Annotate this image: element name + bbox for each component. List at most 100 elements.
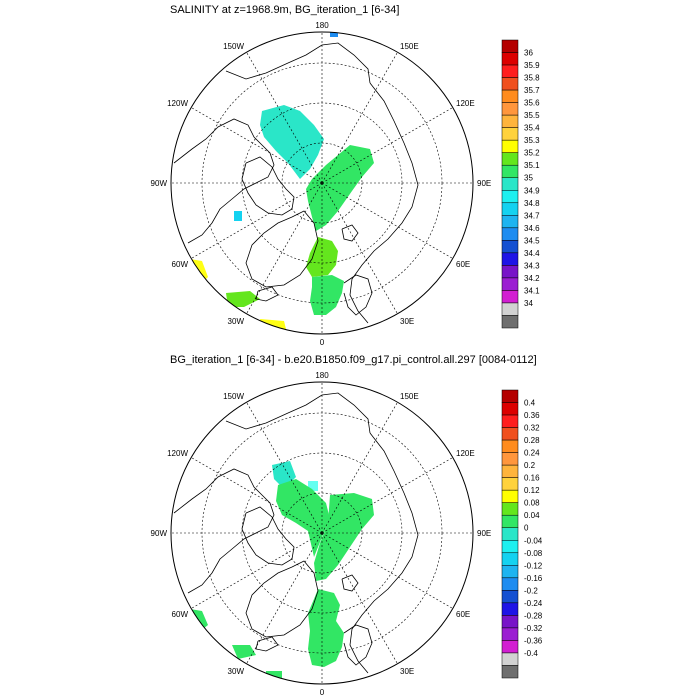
field-green-nordic-seas xyxy=(310,275,344,315)
colorbar-tick-label: -0.4 xyxy=(524,649,538,658)
colorbar-swatch xyxy=(501,427,519,441)
lon-label-60w: 60W xyxy=(172,260,189,269)
lon-label-150w: 150W xyxy=(223,42,244,51)
meridian-300 xyxy=(191,182,323,259)
lon-label-150e: 150E xyxy=(400,42,419,51)
colorbar-swatch xyxy=(501,389,519,403)
colorbar-swatch xyxy=(501,402,519,416)
colorbar-tick-label: -0.08 xyxy=(524,549,543,558)
colorbar-2: 0.4 0.36 0.32 0.28 0.24 0.2 0.16 0.12 0.08 0.04 0 -… xyxy=(501,389,543,679)
coastline-north-america xyxy=(173,118,275,244)
colorbar-tick-label: 0.24 xyxy=(524,449,540,458)
colorbar-tick-label: 34.8 xyxy=(524,199,540,208)
map-content xyxy=(171,32,473,334)
lon-label-150w: 150W xyxy=(223,392,244,401)
coastline-alaska-siberia xyxy=(225,392,371,434)
colorbar-swatch xyxy=(501,102,519,116)
colorbar-tick-label: 0.36 xyxy=(524,411,540,420)
colorbar-swatch xyxy=(501,640,519,654)
colorbar-tick-label: 34.6 xyxy=(524,224,540,233)
colorbar-tick-label: -0.16 xyxy=(524,574,543,583)
lon-label-60e: 60E xyxy=(456,610,470,619)
coastline-svalbard xyxy=(341,574,359,592)
colorbar-swatch xyxy=(501,215,519,229)
colorbar-swatch xyxy=(501,277,519,291)
lon-label-60w: 60W xyxy=(172,610,189,619)
field-cyan-canada-basin xyxy=(260,105,324,179)
colorbar-tick-label: 0.2 xyxy=(524,461,536,470)
colorbar-swatch xyxy=(501,665,519,679)
colorbar-tick-label: 35.4 xyxy=(524,124,540,133)
coastline-canadian-archipelago xyxy=(241,506,295,566)
colorbar-tick-label: -0.12 xyxy=(524,561,543,570)
colorbar-1: 36 35.9 35.8 35.7 35.6 35.5 35.4 35.3 35.2 35.1 35… xyxy=(501,39,540,329)
coastline-eurasia xyxy=(349,82,419,324)
colorbar-swatch xyxy=(501,464,519,478)
colorbar-tick-label: 35 xyxy=(524,174,533,183)
colorbar-swatch xyxy=(501,315,519,329)
colorbar-swatch xyxy=(501,477,519,491)
meridian-60 xyxy=(321,532,453,609)
meridian-330 xyxy=(246,532,323,664)
lon-label-120w: 120W xyxy=(167,99,188,108)
colorbar-tick-label: 34.2 xyxy=(524,274,540,283)
colorbar-swatch xyxy=(501,514,519,528)
colorbar-swatch xyxy=(501,152,519,166)
colorbar-tick-label: -0.36 xyxy=(524,636,543,645)
colorbar-tick-label: 35.6 xyxy=(524,99,540,108)
colorbar-tick-label: 0.08 xyxy=(524,499,540,508)
colorbar-tick-label: 34 xyxy=(524,299,533,308)
colorbar-swatch xyxy=(501,77,519,91)
colorbar-tick-label: 0.32 xyxy=(524,424,540,433)
colorbar-swatch xyxy=(501,439,519,453)
lon-label-0: 0 xyxy=(320,338,325,347)
colorbar-swatch xyxy=(501,527,519,541)
coastline-scandinavia xyxy=(343,274,373,316)
meridian-210 xyxy=(246,402,323,534)
colorbar-tick-label: 35.1 xyxy=(524,161,540,170)
colorbar-tick-label: 35.5 xyxy=(524,111,540,120)
colorbar-tick-label: 0.4 xyxy=(524,399,536,408)
field-green-amerasian-basin xyxy=(276,479,330,557)
colorbar-swatch xyxy=(501,290,519,304)
colorbar-swatch xyxy=(501,89,519,103)
coastline-iceland xyxy=(255,636,279,652)
colorbar-tick-label: 34.1 xyxy=(524,286,540,295)
colorbar-swatch xyxy=(501,590,519,604)
colorbar-swatch xyxy=(501,252,519,266)
meridian-150 xyxy=(321,52,398,184)
colorbar-swatch xyxy=(501,489,519,503)
colorbar-tick-label: -0.24 xyxy=(524,599,543,608)
colorbar-tick-label: 0 xyxy=(524,524,529,533)
meridian-300 xyxy=(191,532,323,609)
colorbar-swatch xyxy=(501,265,519,279)
map-boundary xyxy=(170,381,474,685)
colorbar-swatch xyxy=(501,240,519,254)
lon-label-120e: 120E xyxy=(456,99,475,108)
meridian-240 xyxy=(191,107,323,184)
field-lime-irminger xyxy=(226,291,260,307)
colorbar-tick-label: 35.9 xyxy=(524,61,540,70)
field-teal-baffin xyxy=(234,211,242,221)
lon-label-90w: 90W xyxy=(151,179,168,188)
colorbar-tick-label: -0.2 xyxy=(524,586,538,595)
map-content xyxy=(171,382,473,684)
colorbar-swatch xyxy=(501,615,519,629)
lon-label-120e: 120E xyxy=(456,449,475,458)
lon-label-150e: 150E xyxy=(400,392,419,401)
lon-label-30e: 30E xyxy=(400,317,414,326)
field-green-irminger xyxy=(232,645,256,659)
polar-map-2: 180 0 90W 90E 150W 120W 150E 120E 60W 30W 60E 30E 0.… xyxy=(151,371,543,697)
meridian-30 xyxy=(321,182,398,314)
meridian-120 xyxy=(321,107,453,184)
map-title-difference: BG_iteration_1 [6-34] - b.e20.B1850.f09_… xyxy=(170,354,537,366)
colorbar-tick-label: 0.16 xyxy=(524,474,540,483)
lon-label-30w: 30W xyxy=(228,667,245,676)
colorbar-swatch xyxy=(501,190,519,204)
colorbar-swatch xyxy=(501,602,519,616)
colorbar-swatch xyxy=(501,502,519,516)
field-green-eurasian-basin xyxy=(306,145,374,231)
coastline-eurasia xyxy=(349,432,419,674)
map-title-salinity: SALINITY at z=1968.9m, BG_iteration_1 [6… xyxy=(170,4,400,16)
